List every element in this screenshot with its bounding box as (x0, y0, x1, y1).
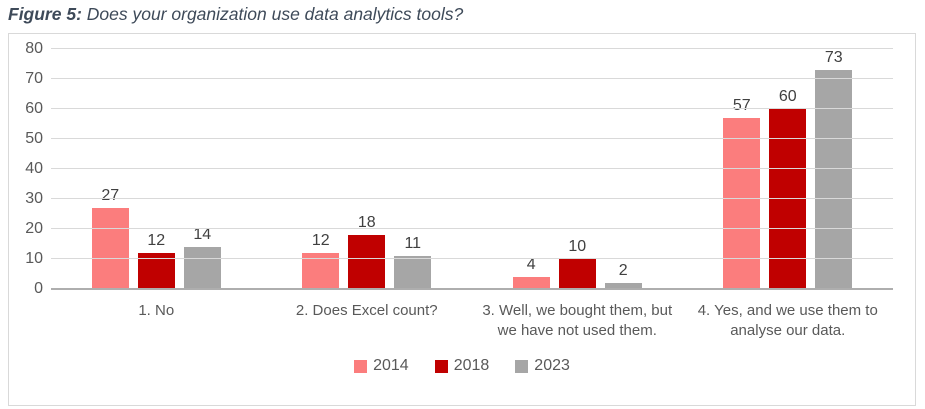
bar-value-label: 2 (618, 262, 628, 279)
bar-2018: 18 (348, 214, 386, 289)
plot-area: 27 12 14 12 18 11 4 10 2 57 60 73 (51, 48, 893, 290)
legend-item-2014: 2014 (354, 357, 409, 375)
legend-swatch-icon (434, 359, 448, 373)
x-category-label: 2. Does Excel count? (295, 302, 438, 319)
y-tick-label: 30 (25, 190, 43, 207)
figure-title: Figure 5: Does your organization use dat… (8, 4, 463, 25)
x-category-label: 1. No (138, 302, 175, 319)
bar-value-label: 12 (147, 232, 166, 249)
bar-group: 27 12 14 (51, 49, 262, 289)
y-tick-label: 60 (25, 100, 43, 117)
x-axis-category-labels: 1. No 2. Does Excel count? 3. Well, we bou… (51, 301, 893, 341)
y-tick-label: 50 (25, 130, 43, 147)
legend-label: 2018 (453, 357, 490, 374)
y-tick-label: 10 (25, 250, 43, 267)
bar-value-label: 57 (732, 97, 751, 114)
legend-label: 2014 (373, 357, 409, 374)
gridline (51, 78, 893, 79)
bar-2023: 14 (183, 226, 221, 289)
figure-title-text: Does your organization use data analytic… (81, 4, 464, 24)
bar-2014: 12 (302, 232, 340, 289)
legend-item-2018: 2018 (434, 357, 490, 375)
bar-value-label: 4 (526, 256, 536, 273)
bar-2018: 12 (137, 232, 175, 289)
bar-value-label: 14 (193, 226, 212, 243)
y-tick-label: 40 (25, 160, 43, 177)
y-tick-label: 80 (25, 40, 43, 57)
gridline (51, 138, 893, 139)
bar-2018: 10 (558, 238, 596, 289)
bar-value-label: 10 (568, 238, 587, 255)
gridline (51, 198, 893, 199)
bar-groups-row: 27 12 14 12 18 11 4 10 2 57 60 73 (51, 49, 893, 289)
gridline (51, 228, 893, 229)
legend-label: 2023 (534, 357, 570, 374)
x-axis-line (51, 288, 893, 290)
legend: 2014 2018 2023 (9, 357, 915, 375)
bar-value-label: 18 (357, 214, 376, 231)
legend-swatch-icon (354, 359, 368, 373)
legend-swatch-icon (515, 359, 529, 373)
y-tick-label: 0 (34, 280, 43, 297)
x-category-label: 4. Yes, and we use them to analyse our d… (697, 302, 878, 339)
bar-value-label: 27 (101, 187, 120, 204)
bar-group: 4 10 2 (472, 49, 683, 289)
bar-2014: 4 (512, 256, 550, 289)
y-tick-label: 70 (25, 70, 43, 87)
bar-2023: 11 (394, 235, 432, 289)
bar-value-label: 11 (404, 235, 422, 252)
bar-value-label: 73 (824, 49, 843, 66)
gridline (51, 108, 893, 109)
bar-2023: 73 (815, 49, 853, 289)
bar-2018: 60 (769, 88, 807, 289)
bar-group: 12 18 11 (262, 49, 473, 289)
bar-2014: 57 (723, 97, 761, 289)
y-tick-label: 20 (25, 220, 43, 237)
gridline (51, 48, 893, 49)
bar-group: 57 60 73 (683, 49, 894, 289)
gridline (51, 258, 893, 259)
figure-title-prefix: Figure 5: (8, 4, 82, 24)
chart-frame: 0 10 20 30 40 50 60 70 80 27 12 14 12 18 11 4 10 2 57 60 73… (8, 33, 916, 406)
bar-2014: 27 (91, 187, 129, 289)
bar-2023: 2 (604, 262, 642, 289)
x-category-label: 3. Well, we bought them, but we have not… (482, 302, 673, 339)
bar-value-label: 60 (778, 88, 797, 105)
gridline (51, 168, 893, 169)
y-axis: 0 10 20 30 40 50 60 70 80 (11, 41, 43, 297)
bar-value-label: 12 (311, 232, 330, 249)
legend-item-2023: 2023 (515, 357, 570, 375)
